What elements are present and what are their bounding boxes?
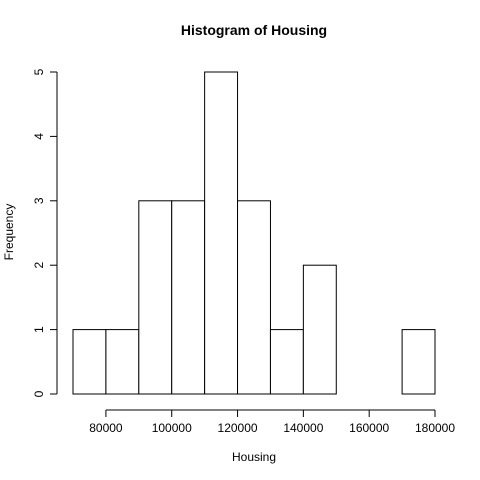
x-tick-label-4: 160000 (349, 421, 389, 435)
histogram-bar-5 (237, 200, 271, 395)
histogram-bar-3 (171, 200, 206, 395)
x-tick-label-1: 100000 (152, 421, 192, 435)
x-tick-label-5: 180000 (415, 421, 455, 435)
histogram-bar-1 (105, 329, 140, 395)
histogram-bar-0 (72, 329, 107, 395)
x-tick-label-3: 140000 (283, 421, 323, 435)
x-tick-label-2: 120000 (218, 421, 258, 435)
y-tick-label-4: 4 (32, 133, 46, 140)
y-axis-label: Frequency (2, 204, 16, 261)
y-tick-label-1: 1 (32, 326, 46, 333)
y-tick-label-0: 0 (32, 390, 46, 397)
x-tick-label-0: 80000 (89, 421, 123, 435)
histogram-bar-2 (138, 200, 173, 395)
histogram-bar-7 (302, 264, 337, 395)
histogram-bar-4 (204, 71, 239, 395)
y-tick-label-2: 2 (32, 262, 46, 269)
histogram-bar-10 (401, 329, 436, 395)
x-axis-label: Housing (232, 450, 276, 464)
histogram-bar-6 (269, 329, 304, 395)
y-tick-label-5: 5 (32, 68, 46, 75)
bars-group (72, 71, 436, 395)
x-axis: 80000 100000 120000 140000 160000 180000 (89, 409, 455, 435)
y-axis: 0 1 2 3 4 5 (32, 68, 58, 397)
y-tick-label-3: 3 (32, 197, 46, 204)
chart-title: Histogram of Housing (181, 22, 327, 38)
